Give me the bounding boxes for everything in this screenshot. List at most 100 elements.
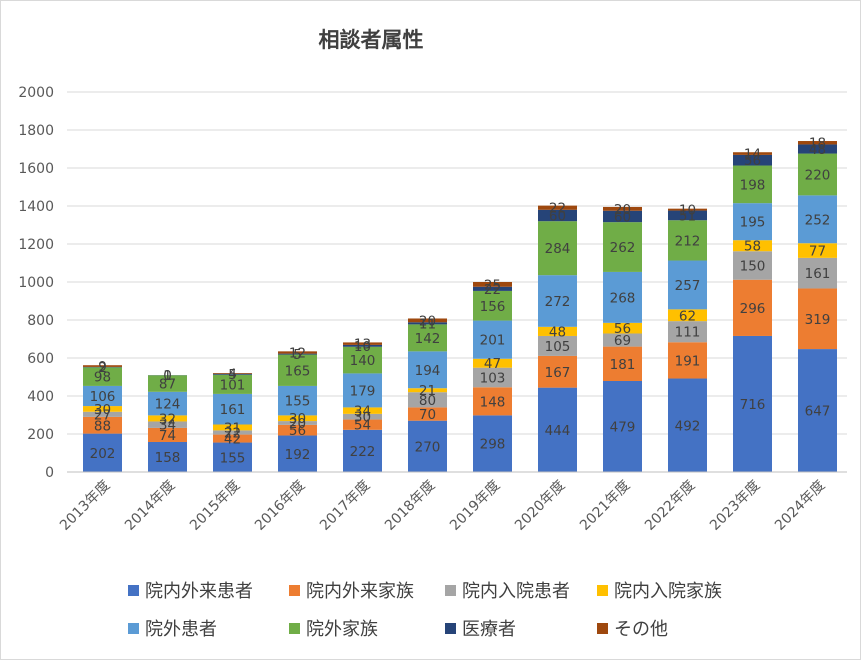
bar-segment — [408, 324, 447, 352]
data-label: 10 — [354, 339, 371, 355]
bar-segment — [798, 349, 837, 472]
legend-item: 院外家族 — [289, 619, 378, 640]
bar-segment — [408, 351, 447, 389]
bar-segment — [278, 385, 317, 416]
bar-segment — [798, 243, 837, 258]
data-label: 56 — [614, 321, 631, 337]
data-label: 74 — [159, 428, 176, 444]
bar-segment — [408, 318, 447, 323]
bar-segment — [798, 288, 837, 350]
bar-segment — [668, 342, 707, 379]
legend-item: 院内外来家族 — [289, 581, 414, 602]
data-label: 161 — [805, 266, 831, 282]
data-label: 54 — [354, 418, 371, 434]
legend-item: 医療者 — [445, 619, 516, 640]
y-tick-label: 1600 — [18, 161, 54, 177]
bar-segment — [668, 378, 707, 472]
bar-segment — [473, 358, 512, 368]
bar-segment — [148, 415, 187, 422]
data-label: 9 — [98, 359, 107, 375]
x-tick-label: 2016年度 — [252, 478, 308, 534]
data-label: 42 — [224, 432, 241, 448]
data-label: 30 — [94, 402, 111, 418]
bar-segment — [148, 421, 187, 428]
data-labels: 2028827301069829158743432124871015542223… — [90, 136, 831, 467]
data-label: 20 — [289, 416, 306, 432]
bar-segment — [278, 354, 317, 386]
bar-stack — [83, 365, 122, 472]
data-label: 27 — [94, 407, 111, 423]
data-label: 158 — [155, 450, 181, 466]
bar-segment — [798, 257, 837, 289]
data-label: 319 — [805, 312, 831, 328]
legend-swatch — [289, 585, 300, 596]
bar-segment — [83, 416, 122, 434]
bar-segment — [213, 374, 252, 394]
legend-swatch — [445, 585, 456, 596]
y-tick-label: 200 — [27, 427, 54, 443]
data-label: 69 — [614, 333, 631, 349]
bar-segment — [408, 407, 447, 421]
data-label: 222 — [350, 444, 376, 460]
bar-segment — [278, 415, 317, 422]
data-label: 716 — [740, 397, 766, 413]
data-label: 32 — [159, 411, 176, 427]
data-label: 101 — [220, 377, 246, 393]
bar-segment — [148, 441, 187, 472]
bar-stack — [538, 205, 577, 472]
data-label: 220 — [805, 167, 831, 183]
bar-segment — [278, 435, 317, 472]
bar-stack — [408, 318, 447, 472]
bar-stack — [473, 282, 512, 472]
bar-segment — [83, 367, 122, 386]
data-label: 105 — [545, 339, 571, 355]
data-label: 20 — [419, 313, 436, 329]
data-label: 257 — [675, 278, 701, 294]
gridlines — [67, 91, 847, 473]
y-tick-label: 400 — [27, 389, 54, 405]
bar-stack — [733, 152, 772, 472]
data-label: 194 — [415, 363, 441, 379]
y-tick-label: 1400 — [18, 199, 54, 215]
bar-segment — [278, 353, 317, 355]
bar-segment — [538, 209, 577, 222]
bar-segment — [213, 393, 252, 425]
data-label: 12 — [289, 345, 306, 361]
y-tick-label: 800 — [27, 313, 54, 329]
bar-segment — [213, 430, 252, 435]
bar-segment — [668, 208, 707, 211]
legend-item: 院内外来患者 — [128, 581, 253, 602]
data-label: 88 — [94, 418, 111, 434]
data-label: 262 — [610, 240, 636, 256]
data-label: 31 — [224, 420, 241, 436]
data-label: 111 — [675, 325, 701, 341]
bar-stack — [603, 206, 642, 472]
bar-segment — [733, 240, 772, 252]
bar-segment — [538, 387, 577, 472]
data-label: 18 — [809, 136, 826, 152]
bar-segment — [213, 373, 252, 375]
data-label: 103 — [480, 370, 506, 386]
bar-segment — [83, 411, 122, 417]
bar-segment — [603, 346, 642, 381]
bar-segment — [473, 320, 512, 359]
data-label: 51 — [679, 208, 696, 224]
data-label: 56 — [744, 153, 761, 169]
legend-label: 院内入院患者 — [462, 581, 570, 602]
bar-segment — [278, 421, 317, 425]
data-label: 284 — [545, 241, 571, 257]
legend-swatch — [128, 623, 139, 634]
bar-segment — [213, 442, 252, 472]
data-label: 492 — [675, 418, 701, 434]
chart-title: 相談者属性 — [319, 28, 424, 52]
bar-segment — [538, 335, 577, 356]
y-tick-label: 1800 — [18, 123, 54, 139]
data-label: 150 — [740, 258, 766, 274]
bar-segment — [733, 152, 772, 155]
data-label: 25 — [484, 277, 501, 293]
bar-stacks — [83, 141, 837, 472]
legend-swatch — [128, 585, 139, 596]
x-tick-label: 2020年度 — [512, 478, 568, 534]
legend-item: 院内入院家族 — [597, 581, 722, 602]
bar-segment — [473, 282, 512, 287]
